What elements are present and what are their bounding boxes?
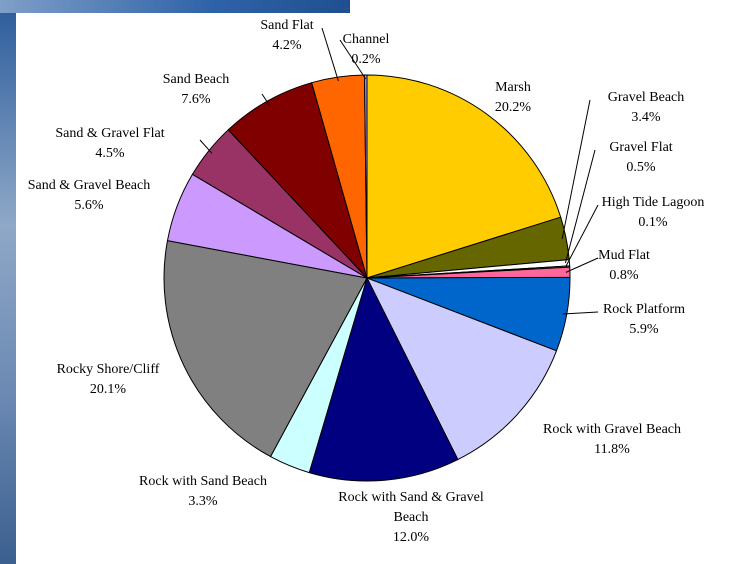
value-label: 20.2% <box>494 100 532 115</box>
slice-label: Rock with Sand & Gravel Beach 12.0% <box>326 488 496 548</box>
leader-line <box>199 139 213 154</box>
value-label: 11.8% <box>594 442 630 457</box>
slice-label: Rock with Gravel Beach 11.8% <box>522 420 702 460</box>
category-label: Rock with Sand & Gravel Beach <box>338 490 484 525</box>
leader-line <box>561 99 591 240</box>
pie-slice <box>366 74 562 279</box>
leader-line <box>261 93 270 106</box>
value-label: 3.3% <box>188 494 218 509</box>
slice-label: Sand Flat 4.2% <box>242 16 332 56</box>
value-label: 0.2% <box>351 52 381 67</box>
slice-label: Marsh 20.2% <box>468 78 558 118</box>
category-label: Rock with Gravel Beach <box>542 422 681 437</box>
value-label: 5.9% <box>629 322 659 337</box>
pie-slice <box>308 276 459 482</box>
background <box>0 0 16 564</box>
category-label: High Tide Lagoon <box>601 195 705 210</box>
category-label: Gravel Flat <box>609 140 673 155</box>
category-label: Rocky Shore/Cliff <box>56 362 160 377</box>
background <box>0 0 350 13</box>
leader-line <box>565 204 599 268</box>
value-label: 4.5% <box>95 146 125 161</box>
slice-label: Channel 0.2% <box>331 30 401 70</box>
value-label: 0.8% <box>609 268 639 283</box>
value-label: 20.1% <box>89 382 127 397</box>
slice-label: Gravel Beach 3.4% <box>591 88 701 128</box>
value-label: 3.4% <box>631 110 661 125</box>
leader-line <box>565 257 599 273</box>
value-label: 7.6% <box>181 92 211 107</box>
category-label: Channel <box>342 32 390 47</box>
pie-slice <box>363 74 368 279</box>
slice-label: Rock with Sand Beach 3.3% <box>113 472 293 512</box>
slice-label: Sand & Gravel Beach 5.6% <box>4 176 174 216</box>
category-label: Rock with Sand Beach <box>139 474 267 489</box>
category-label: Sand & Gravel Flat <box>55 126 165 141</box>
slice-label: Rock Platform 5.9% <box>589 300 699 340</box>
category-label: Gravel Beach <box>607 90 685 105</box>
slice-label: Rocky Shore/Cliff 20.1% <box>33 360 183 400</box>
slice-label: Sand & Gravel Flat 4.5% <box>30 124 190 164</box>
leader-line <box>564 149 596 264</box>
slice-label: Mud Flat 0.8% <box>574 246 674 286</box>
category-label: Marsh <box>495 80 531 95</box>
leader-line <box>562 311 599 315</box>
value-label: 5.6% <box>74 198 104 213</box>
value-label: 12.0% <box>392 530 430 545</box>
slice-label: High Tide Lagoon 0.1% <box>593 193 713 233</box>
category-label: Rock Platform <box>602 302 686 317</box>
value-label: 0.1% <box>638 215 668 230</box>
pie-slice <box>163 240 368 458</box>
leader-line <box>321 27 339 82</box>
category-label: Mud Flat <box>598 248 650 263</box>
category-label: Sand Beach <box>162 72 230 87</box>
category-label: Sand Flat <box>260 18 314 33</box>
pie-slice <box>365 277 558 461</box>
leader-line <box>339 39 367 80</box>
category-label: Sand & Gravel Beach <box>27 178 151 193</box>
value-label: 4.2% <box>272 38 302 53</box>
slice-label: Gravel Flat 0.5% <box>591 138 691 178</box>
slice-label: Sand Beach 7.6% <box>146 70 246 110</box>
value-label: 0.5% <box>626 160 656 175</box>
